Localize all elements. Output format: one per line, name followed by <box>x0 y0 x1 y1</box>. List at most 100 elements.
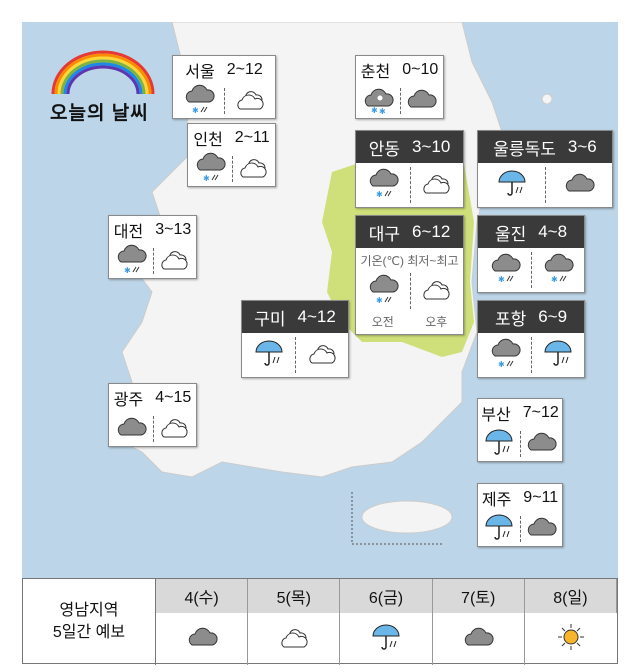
city-header: 제주 9~11 <box>478 484 562 512</box>
partly-cloudy-icon <box>158 245 190 278</box>
partly-cloudy-icon <box>278 623 310 656</box>
city-box-6: 대전 3~13 ✱ <box>108 215 197 279</box>
city-box-11: 광주 4~15 <box>108 383 197 447</box>
cloud-rain-snow-icon: ✱ <box>489 338 521 373</box>
city-name: 대구 <box>368 224 400 244</box>
jeju-island <box>361 500 453 534</box>
city-temp: 4~12 <box>297 307 336 326</box>
city-temp: 0~10 <box>402 61 439 78</box>
city-box-12: 부산 7~12 <box>477 398 563 462</box>
cloud-rain-snow-icon: ✱ <box>542 253 574 288</box>
partly-cloudy-icon <box>158 413 190 446</box>
city-header: 울진 4~8 <box>478 216 584 248</box>
city-header: 울릉독도 3~6 <box>478 131 612 163</box>
city-name: 인천 <box>193 132 223 149</box>
ulleungdo-island <box>541 93 553 105</box>
city-icons: ✱ <box>356 269 463 313</box>
city-header: 서울 2~12 <box>173 56 275 84</box>
svg-text:✱: ✱ <box>371 106 378 114</box>
city-header: 부산 7~12 <box>478 399 562 427</box>
forecast-day: 5(목) <box>248 579 341 613</box>
city-temp: 4~15 <box>155 389 192 406</box>
partly-cloudy-icon <box>420 275 452 308</box>
jeju-inset-border <box>351 492 442 545</box>
city-box-5: 울릉독도 3~6 <box>477 130 613 208</box>
forecast-icon-cell <box>248 613 341 665</box>
cloud-icon <box>186 623 218 656</box>
forecast-day: 7(토) <box>432 579 525 613</box>
city-name: 춘천 <box>360 64 391 81</box>
city-temp: 6~9 <box>538 307 568 326</box>
city-box-7: 대구 6~12 기온(℃) 최저~최고 ✱ 오전 오후 <box>355 215 464 335</box>
city-icons <box>242 333 348 377</box>
city-temp: 3~10 <box>411 137 451 156</box>
city-box-10: 포항 6~9 ✱ <box>477 300 585 378</box>
city-icons: ✱ <box>188 152 275 186</box>
svg-text:✱: ✱ <box>379 107 386 114</box>
city-temp: 2~12 <box>226 61 263 78</box>
cloud-rain-snow-icon: ✱ <box>194 152 226 187</box>
temp-legend: 기온(℃) 최저~최고 <box>360 254 459 268</box>
city-name: 울진 <box>494 224 527 244</box>
umbrella-rain-icon <box>496 168 528 203</box>
city-box-13: 제주 9~11 <box>477 483 563 547</box>
cloud-icon <box>525 428 557 461</box>
forecast-label-line2: 5일간 예보 <box>52 624 126 641</box>
umbrella-rain-icon <box>542 338 574 373</box>
city-temp: 3~6 <box>567 137 597 156</box>
forecast-icon-cell <box>433 613 525 665</box>
forecast-icon-cell <box>156 613 249 665</box>
city-header: 포항 6~9 <box>478 301 584 333</box>
svg-text:✱: ✱ <box>376 190 383 198</box>
city-header: 춘천 0~10 <box>356 56 443 84</box>
forecast-day: 6(금) <box>340 579 433 613</box>
city-header: 구미 4~12 <box>242 301 348 333</box>
city-header: 대전 3~13 <box>109 216 196 244</box>
cloud-rain-snow-icon: ✱ <box>183 84 215 119</box>
umbrella-rain-icon <box>483 427 515 462</box>
forecast-day: 8(일) <box>524 579 617 613</box>
city-box-8: 울진 4~8 ✱ ✱ <box>477 215 585 293</box>
partly-cloudy-icon <box>306 339 338 372</box>
city-name: 광주 <box>113 392 144 409</box>
city-temp: 6~12 <box>411 222 451 241</box>
cloud-rain-snow-icon: ✱ <box>367 168 399 203</box>
forecast-icon-cell <box>340 613 433 665</box>
city-header: 안동 3~10 <box>356 131 463 163</box>
city-icons: ✱ <box>356 163 463 207</box>
city-box-2: 인천 2~11 ✱ <box>187 123 276 187</box>
city-temp: 2~11 <box>234 129 270 146</box>
cloud-icon <box>462 623 494 656</box>
city-icons: ✱ ✱ <box>356 84 443 118</box>
pm-label: 오후 <box>425 315 448 329</box>
city-icons <box>478 427 562 461</box>
cloud-icon <box>115 413 147 446</box>
cloud-snow-icon: ✱ ✱ <box>362 84 394 119</box>
am-label: 오전 <box>371 315 394 329</box>
rainbow-logo <box>51 50 155 95</box>
city-box-9: 구미 4~12 <box>241 300 349 378</box>
city-temp: 3~13 <box>155 221 192 238</box>
umbrella-rain-icon <box>483 512 515 547</box>
city-icons: ✱ ✱ <box>478 248 584 292</box>
forecast-label: 영남지역 5일간 예보 <box>23 579 156 665</box>
city-icons: ✱ <box>109 244 196 278</box>
city-icons <box>109 412 196 446</box>
svg-text:✱: ✱ <box>551 275 558 283</box>
partly-cloudy-icon <box>420 169 452 202</box>
sun-icon <box>555 622 587 657</box>
page-title: 오늘의 날씨 <box>50 103 149 124</box>
forecast-day: 4(수) <box>156 579 249 613</box>
city-box-4: 안동 3~10 ✱ <box>355 130 464 208</box>
cloud-icon <box>525 513 557 546</box>
umbrella-rain-icon <box>370 622 402 657</box>
city-box-1: 서울 2~12 ✱ <box>172 55 276 119</box>
svg-text:✱: ✱ <box>124 266 131 274</box>
city-icons: ✱ <box>478 333 584 377</box>
partly-cloudy-icon <box>237 153 269 186</box>
umbrella-rain-icon <box>253 338 285 373</box>
city-name: 부산 <box>481 407 511 424</box>
city-icons <box>478 163 612 207</box>
city-temp: 7~12 <box>522 404 559 421</box>
city-name: 서울 <box>185 64 215 81</box>
